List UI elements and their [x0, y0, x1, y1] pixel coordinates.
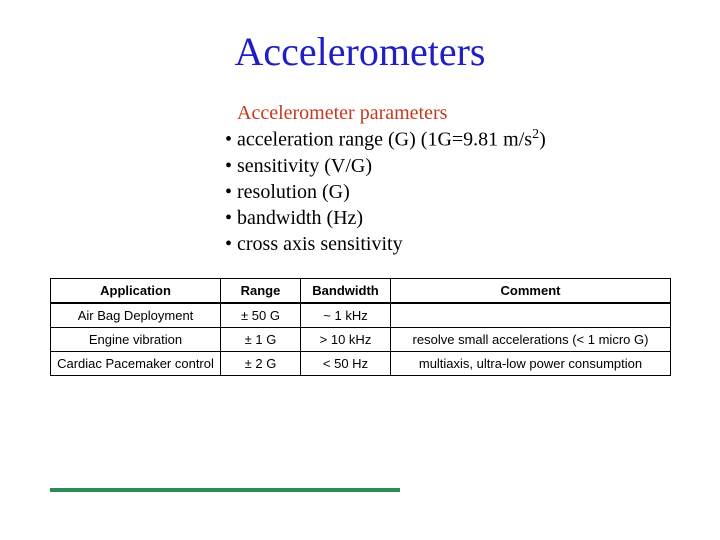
cell: Cardiac Pacemaker control — [51, 352, 221, 376]
table-header-row: Application Range Bandwidth Comment — [51, 279, 671, 304]
bullet-item: • acceleration range (G) (1G=9.81 m/s2) — [225, 126, 546, 153]
cell: > 10 kHz — [301, 328, 391, 352]
table-row: Air Bag Deployment ± 50 G ~ 1 kHz — [51, 303, 671, 328]
col-header: Range — [221, 279, 301, 304]
cell: ± 1 G — [221, 328, 301, 352]
table-row: Cardiac Pacemaker control ± 2 G < 50 Hz … — [51, 352, 671, 376]
parameters-block: Accelerometer parameters • acceleration … — [225, 100, 546, 257]
cell — [391, 303, 671, 328]
bullet-tail: ) — [539, 129, 546, 151]
footer-divider — [50, 488, 400, 492]
table-row: Engine vibration ± 1 G > 10 kHz resolve … — [51, 328, 671, 352]
bullet-text: cross axis sensitivity — [237, 233, 403, 255]
cell: ± 2 G — [221, 352, 301, 376]
cell: Air Bag Deployment — [51, 303, 221, 328]
table: Application Range Bandwidth Comment Air … — [50, 278, 671, 376]
col-header: Comment — [391, 279, 671, 304]
cell: Engine vibration — [51, 328, 221, 352]
slide: Accelerometers Accelerometer parameters … — [0, 0, 720, 540]
bullet-text: acceleration range (G) (1G=9.81 m/s — [237, 129, 532, 151]
cell: < 50 Hz — [301, 352, 391, 376]
slide-title: Accelerometers — [0, 28, 720, 75]
col-header: Application — [51, 279, 221, 304]
bullet-item: • sensitivity (V/G) — [225, 153, 546, 179]
cell: multiaxis, ultra-low power consumption — [391, 352, 671, 376]
bullet-item: • cross axis sensitivity — [225, 231, 546, 257]
bullet-item: • bandwidth (Hz) — [225, 205, 546, 231]
bullet-text: sensitivity (V/G) — [237, 155, 372, 177]
col-header: Bandwidth — [301, 279, 391, 304]
cell: ± 50 G — [221, 303, 301, 328]
bullet-text: resolution (G) — [237, 181, 350, 203]
bullet-item: • resolution (G) — [225, 179, 546, 205]
cell: resolve small accelerations (< 1 micro G… — [391, 328, 671, 352]
bullet-text: bandwidth (Hz) — [237, 207, 363, 229]
parameters-heading: Accelerometer parameters — [237, 102, 447, 124]
applications-table: Application Range Bandwidth Comment Air … — [50, 278, 670, 376]
cell: ~ 1 kHz — [301, 303, 391, 328]
